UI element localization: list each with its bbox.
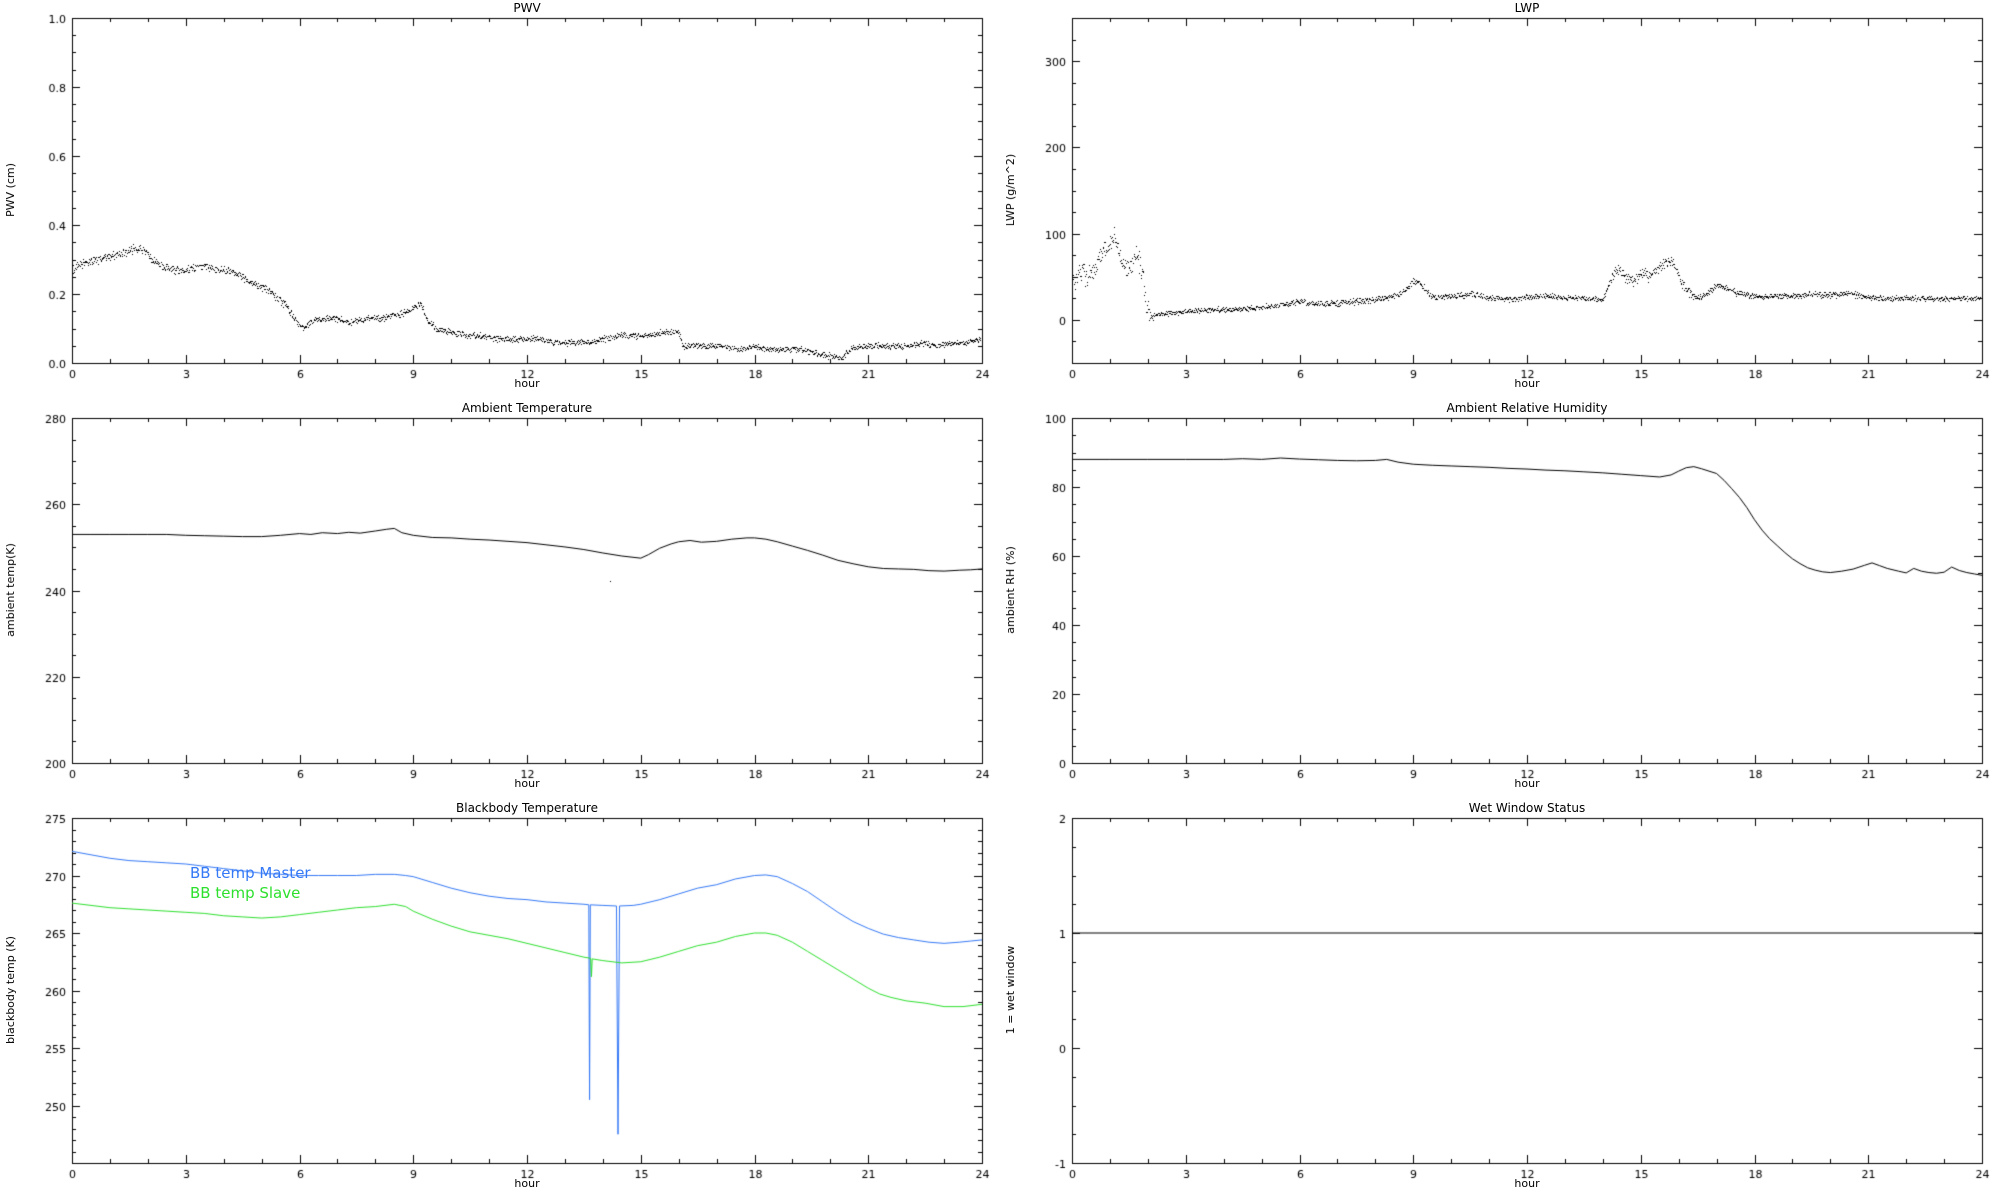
legend-bb-temp-master: BB temp Master bbox=[190, 864, 311, 882]
ambient-temperature-y-axis-label: ambient temp(K) bbox=[4, 543, 17, 637]
chart-panel-ambient-rh: Ambient Relative Humidity ambient RH (%)… bbox=[1000, 400, 2000, 800]
pwv-y-axis-label: PWV (cm) bbox=[4, 163, 17, 217]
lwp-plot-canvas bbox=[1000, 0, 2000, 400]
ambient-rh-y-axis-label: ambient RH (%) bbox=[1004, 546, 1017, 634]
blackbody-temperature-plot-canvas bbox=[0, 800, 1000, 1200]
lwp-chart-title: LWP bbox=[1514, 1, 1540, 15]
wet-window-status-chart-title: Wet Window Status bbox=[1468, 801, 1586, 815]
ambient-rh-x-axis-label: hour bbox=[1514, 777, 1540, 790]
pwv-chart-title: PWV bbox=[513, 1, 541, 15]
wet-window-status-x-axis-label: hour bbox=[1514, 1177, 1540, 1190]
blackbody-temperature-x-axis-label: hour bbox=[514, 1177, 540, 1190]
ambient-rh-plot-canvas bbox=[1000, 400, 2000, 800]
legend-bb-temp-slave: BB temp Slave bbox=[190, 884, 301, 902]
lwp-x-axis-label: hour bbox=[1514, 377, 1540, 390]
ambient-temperature-plot-canvas bbox=[0, 400, 1000, 800]
blackbody-temperature-y-axis-label: blackbody temp (K) bbox=[4, 936, 17, 1044]
ambient-rh-chart-title: Ambient Relative Humidity bbox=[1446, 401, 1608, 415]
wet-window-status-y-axis-label: 1 = wet window bbox=[1004, 945, 1017, 1035]
ambient-temperature-x-axis-label: hour bbox=[514, 777, 540, 790]
wet-window-status-plot-canvas bbox=[1000, 800, 2000, 1200]
chart-panel-wet-window-status: Wet Window Status 1 = wet window hour bbox=[1000, 800, 2000, 1200]
chart-panel-ambient-temperature: Ambient Temperature ambient temp(K) hour bbox=[0, 400, 1000, 800]
chart-panel-blackbody-temperature: Blackbody Temperature blackbody temp (K)… bbox=[0, 800, 1000, 1200]
pwv-x-axis-label: hour bbox=[514, 377, 540, 390]
chart-panel-lwp: LWP LWP (g/m^2) hour bbox=[1000, 0, 2000, 400]
pwv-plot-canvas bbox=[0, 0, 1000, 400]
chart-panel-pwv: PWV PWV (cm) hour bbox=[0, 0, 1000, 400]
lwp-y-axis-label: LWP (g/m^2) bbox=[1004, 153, 1017, 227]
blackbody-temperature-chart-title: Blackbody Temperature bbox=[456, 801, 598, 815]
ambient-temperature-chart-title: Ambient Temperature bbox=[461, 401, 593, 415]
